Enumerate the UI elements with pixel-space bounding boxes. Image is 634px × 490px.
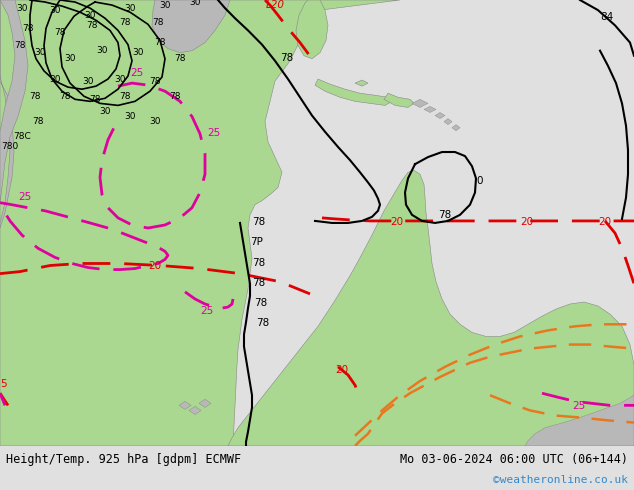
Polygon shape (384, 93, 414, 107)
Polygon shape (296, 0, 328, 59)
Text: 78: 78 (14, 41, 26, 50)
Text: 78: 78 (154, 38, 165, 47)
Polygon shape (435, 113, 445, 119)
Polygon shape (179, 401, 191, 410)
Text: 78: 78 (252, 278, 265, 288)
Text: 78: 78 (55, 28, 66, 37)
Polygon shape (0, 0, 14, 228)
Text: 30: 30 (124, 112, 136, 121)
Text: 25: 25 (572, 401, 585, 412)
Polygon shape (355, 80, 368, 86)
Text: 30: 30 (16, 3, 28, 13)
Text: 30: 30 (96, 46, 108, 55)
Polygon shape (199, 399, 211, 407)
Text: 30: 30 (114, 74, 126, 84)
Text: 78: 78 (119, 92, 131, 101)
Text: 20: 20 (335, 365, 348, 375)
Text: 78C: 78C (13, 132, 31, 141)
Text: 78: 78 (254, 298, 268, 308)
Polygon shape (152, 0, 230, 53)
Text: 78: 78 (174, 54, 186, 63)
Text: 25: 25 (200, 306, 213, 316)
Text: 30: 30 (84, 11, 96, 20)
Text: 30: 30 (159, 0, 171, 10)
Text: 0: 0 (476, 176, 482, 186)
Polygon shape (228, 170, 634, 446)
Text: 20: 20 (390, 217, 403, 227)
Text: 78: 78 (438, 210, 451, 220)
Text: 78: 78 (59, 92, 71, 101)
Text: 5: 5 (0, 379, 6, 389)
Text: 78: 78 (89, 95, 101, 104)
Text: 78: 78 (252, 258, 265, 268)
Text: 78: 78 (29, 92, 41, 101)
Text: 78: 78 (32, 117, 44, 126)
Text: 30: 30 (124, 3, 136, 13)
Text: 78: 78 (86, 21, 98, 30)
Text: 30: 30 (49, 74, 61, 84)
Text: 20: 20 (520, 217, 533, 227)
Polygon shape (525, 395, 634, 446)
Text: 20: 20 (148, 261, 161, 270)
Text: 78: 78 (119, 18, 131, 27)
Text: 78: 78 (252, 217, 265, 227)
Text: 78: 78 (280, 53, 294, 63)
Polygon shape (315, 79, 392, 105)
Text: 780: 780 (1, 143, 18, 151)
Text: Height/Temp. 925 hPa [gdpm] ECMWF: Height/Temp. 925 hPa [gdpm] ECMWF (6, 453, 241, 466)
Text: 84: 84 (600, 12, 613, 22)
Text: 25: 25 (130, 68, 143, 78)
Text: ©weatheronline.co.uk: ©weatheronline.co.uk (493, 475, 628, 485)
Text: 78: 78 (149, 76, 161, 86)
Text: 78: 78 (256, 318, 269, 328)
Text: 7P: 7P (250, 237, 263, 247)
Text: Mo 03-06-2024 06:00 UTC (06+144): Mo 03-06-2024 06:00 UTC (06+144) (400, 453, 628, 466)
Text: 30: 30 (49, 5, 61, 15)
Text: 25: 25 (207, 128, 220, 138)
Text: L20: L20 (266, 0, 285, 10)
Polygon shape (452, 124, 460, 131)
Text: 30: 30 (64, 54, 75, 63)
Text: 30: 30 (82, 76, 94, 86)
Text: 30: 30 (133, 48, 144, 57)
Polygon shape (189, 406, 201, 415)
Text: 78: 78 (152, 18, 164, 27)
Text: 25: 25 (18, 192, 31, 202)
Polygon shape (444, 119, 452, 124)
Text: 30: 30 (100, 107, 111, 116)
Text: 30: 30 (149, 117, 161, 126)
Text: 30: 30 (190, 0, 201, 6)
Polygon shape (0, 0, 28, 203)
Text: 20: 20 (598, 217, 611, 227)
Polygon shape (412, 99, 428, 107)
Text: 78: 78 (22, 24, 34, 33)
Text: 30: 30 (34, 48, 46, 57)
Polygon shape (0, 0, 400, 446)
Polygon shape (424, 106, 436, 113)
Text: 78: 78 (169, 92, 181, 101)
